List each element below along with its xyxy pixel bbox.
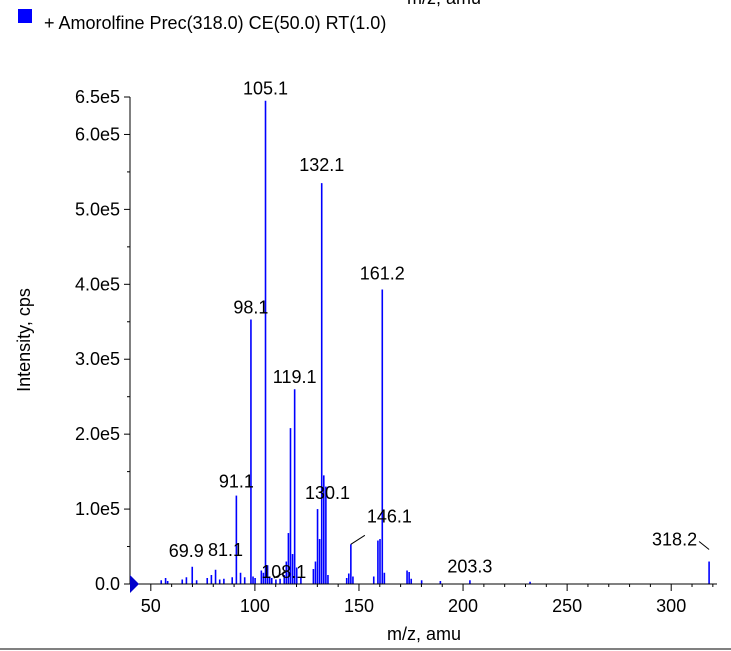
leader-line-108: [273, 571, 286, 579]
peak-label-10: 108.1: [261, 562, 306, 582]
y-tick-label-2: 2.0e5: [75, 424, 120, 444]
y-axis-label: Intensity, cps: [14, 288, 34, 392]
x-tick-label-3: 200: [448, 596, 478, 616]
legend-swatch: [18, 9, 32, 23]
peak-labels: 105.1 132.1 161.2 98.1 119.1 91.1 130.1 146.1 69…: [169, 79, 710, 582]
x-tick-label-5: 300: [656, 596, 686, 616]
y-tick-label-4: 4.0e5: [75, 274, 120, 294]
clipped-top-axis-label: m/z, amu: [407, 0, 481, 8]
y-tick-label-5: 5.0e5: [75, 199, 120, 219]
peak-label-9: 81.1: [208, 540, 243, 560]
peak-label-3: 98.1: [233, 298, 268, 318]
y-tick-label-0: 0.0: [95, 574, 120, 594]
x-tick-label-0: 50: [141, 596, 161, 616]
legend-label: + Amorolfine Prec(318.0) CE(50.0) RT(1.0…: [44, 13, 386, 33]
x-tick-label-2: 150: [344, 596, 374, 616]
peak-label-4: 119.1: [273, 367, 317, 387]
peak-label-7: 146.1: [367, 506, 412, 526]
leader-line-318: [698, 541, 710, 550]
x-axis: 50 100 150 200 250 300: [130, 583, 717, 616]
x-axis-label: m/z, amu: [387, 624, 461, 644]
peak-label-2: 161.2: [360, 264, 405, 284]
peak-label-5: 91.1: [219, 472, 254, 492]
peak-label-12: 318.2: [652, 530, 697, 550]
y-tick-label-6: 6.0e5: [75, 124, 120, 144]
leader-line-146: [350, 534, 366, 545]
axis-origin-marker: [130, 575, 139, 593]
peak-label-8: 69.9: [169, 541, 204, 561]
y-tick-label-1: 1.0e5: [75, 499, 120, 519]
clipped-top-axis-label-text: m/z, amu: [407, 0, 481, 8]
x-tick-label-1: 100: [240, 596, 270, 616]
peak-label-11: 203.3: [447, 556, 492, 576]
legend: + Amorolfine Prec(318.0) CE(50.0) RT(1.0…: [18, 9, 386, 33]
y-axis: 0.0 1.0e5 2.0e5 3.0e5 4.0e5 5.0e5 6.0e5 6.5e5: [75, 87, 131, 594]
x-tick-label-4: 250: [552, 596, 582, 616]
peak-label-6: 130.1: [305, 483, 350, 503]
peak-label-1: 132.1: [299, 155, 344, 175]
y-tick-label-3: 3.0e5: [75, 349, 120, 369]
peaks-group: [160, 100, 710, 584]
peak-label-0: 105.1: [243, 79, 288, 99]
y-tick-label-7: 6.5e5: [75, 87, 120, 107]
